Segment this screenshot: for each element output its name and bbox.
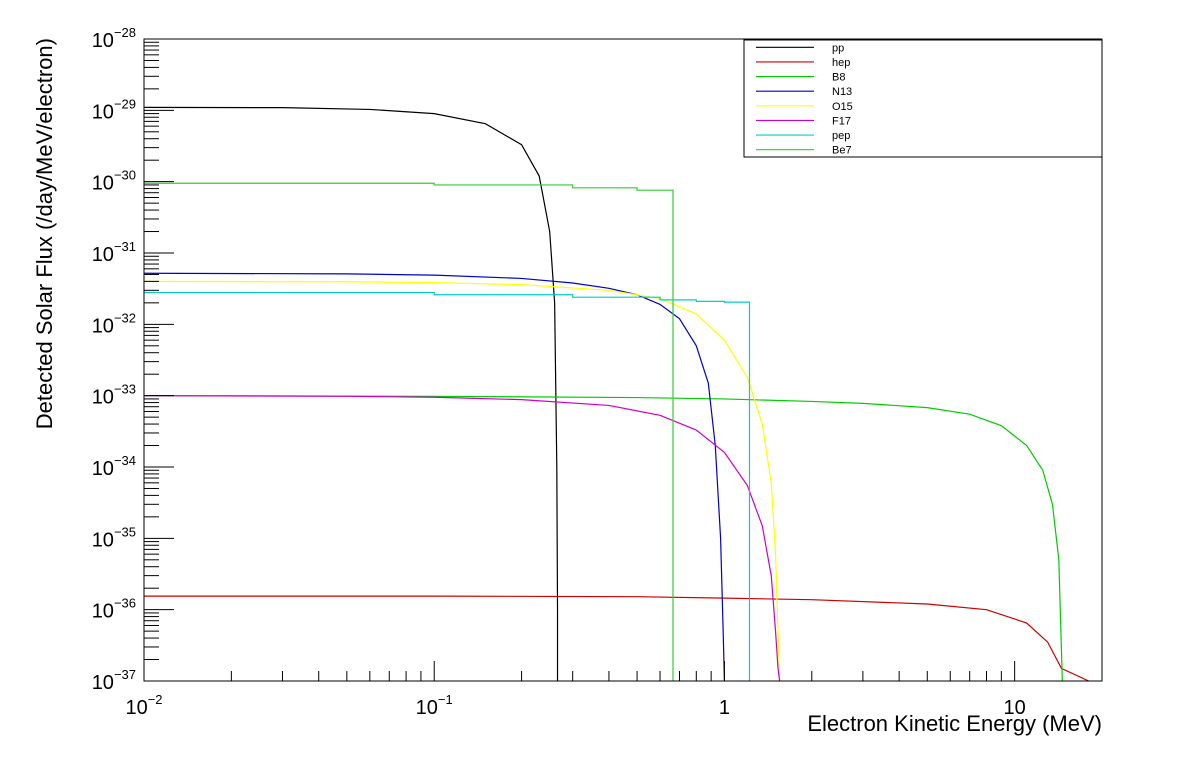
y-tick-label: 10−36 — [92, 596, 136, 623]
y-tick-label: 10−34 — [92, 453, 136, 480]
y-tick-label: 10−28 — [92, 25, 136, 52]
series-line-be7 — [144, 182, 674, 681]
legend-box — [743, 39, 1103, 158]
x-tick-label: 10−2 — [125, 692, 162, 719]
legend-label: F17 — [832, 115, 851, 127]
y-tick-label: 10−37 — [92, 667, 136, 694]
series-line-f17 — [143, 395, 781, 682]
y-tick-label: 10−35 — [92, 524, 136, 551]
series-layer — [143, 106, 1089, 682]
y-tick-label: 10−32 — [92, 310, 136, 337]
legend-label: hep — [832, 57, 850, 69]
legend-layer: pp hep B8 N13 O15 F17 pep Be7 — [743, 39, 1103, 158]
plot-frame-layer — [143, 38, 1103, 682]
series-line-pep — [144, 291, 751, 681]
y-tick-label: 10−31 — [92, 239, 136, 266]
legend-label: pep — [832, 130, 850, 142]
y-axis-title: Detected Solar Flux (/day/MeV/electron) — [32, 38, 57, 429]
series-line-b8 — [143, 395, 1063, 682]
y-tick-label: 10−30 — [92, 168, 136, 195]
legend-label: Be7 — [832, 145, 852, 157]
series-line-hep — [144, 595, 1089, 682]
series-line-n13 — [143, 272, 726, 682]
y-tick-label: 10−33 — [92, 382, 136, 409]
axes-layer: 10−28 10−29 10−30 10−31 10−32 10−33 10−34 10−35… — [92, 25, 1103, 719]
x-tick-label: 1 — [719, 697, 730, 719]
x-tick-label: 10 — [1004, 697, 1026, 719]
legend-label: O15 — [832, 101, 853, 113]
legend-label: N13 — [832, 86, 852, 98]
series-line-pp — [143, 106, 559, 681]
x-tick-label: 10−1 — [416, 692, 453, 719]
x-axis-title: Electron Kinetic Energy (MeV) — [807, 711, 1102, 736]
legend-label: pp — [832, 42, 844, 54]
plot-frame — [143, 38, 1103, 682]
y-tick-label: 10−29 — [92, 96, 136, 123]
legend-label: B8 — [832, 72, 845, 84]
series-line-o15 — [143, 280, 781, 682]
